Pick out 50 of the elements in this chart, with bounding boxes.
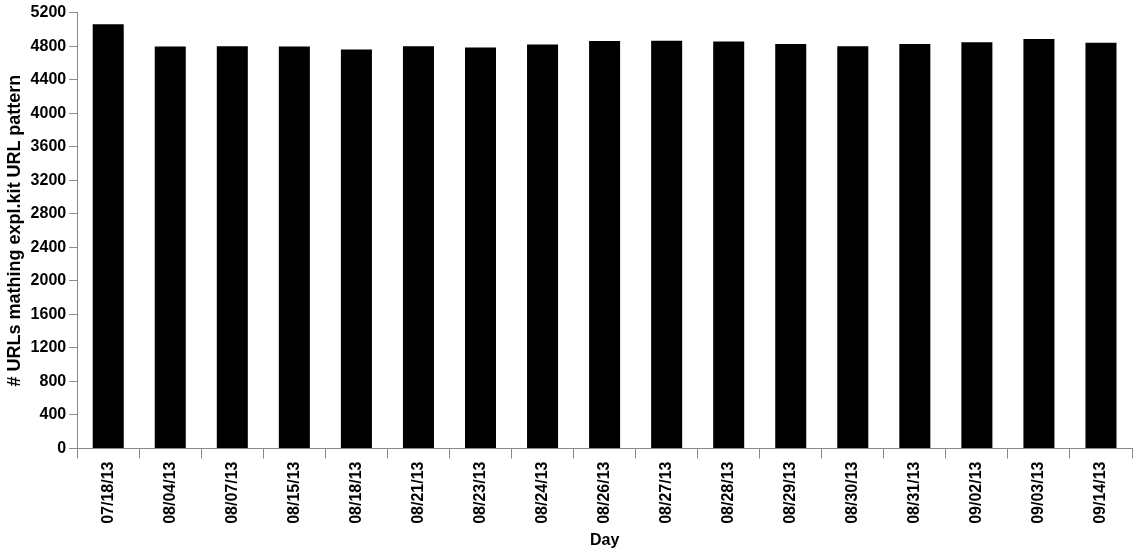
bar	[589, 41, 621, 449]
x-tick-label: 08/27/13	[657, 461, 675, 524]
bar	[651, 40, 683, 449]
x-tick-label: 08/28/13	[719, 461, 737, 524]
x-tick-label: 08/07/13	[222, 461, 240, 524]
y-tick-label: 4400	[30, 70, 67, 88]
y-tick-label: 400	[39, 405, 67, 423]
bar	[899, 44, 931, 449]
bar	[154, 46, 186, 449]
y-tick-label: 2800	[30, 204, 67, 222]
x-axis-title: Day	[589, 530, 620, 548]
y-tick-label: 4000	[30, 103, 67, 121]
bar	[216, 46, 248, 449]
x-tick-label: 08/24/13	[532, 461, 550, 524]
x-tick-label: 09/02/13	[967, 461, 985, 524]
bar	[961, 42, 993, 449]
bar	[837, 46, 869, 449]
bar	[1085, 42, 1117, 449]
y-tick-label: 800	[39, 371, 67, 389]
y-tick-label: 3200	[30, 170, 67, 188]
x-tick-label: 08/18/13	[346, 461, 364, 524]
x-tick-label: 08/15/13	[284, 461, 302, 524]
bar	[464, 47, 497, 449]
bar	[1023, 39, 1055, 449]
x-tick-label: 08/26/13	[595, 461, 612, 524]
bar	[92, 24, 124, 449]
y-tick-label: 4800	[30, 36, 67, 54]
bar	[278, 46, 310, 449]
x-tick-label: 07/18/13	[98, 461, 116, 524]
x-tick-label: 09/03/13	[1029, 461, 1047, 524]
bar	[340, 49, 372, 449]
y-tick-label: 2400	[30, 237, 67, 255]
y-tick-label: 1600	[30, 304, 67, 322]
y-tick-label: 3600	[30, 137, 67, 155]
x-tick-label: 08/23/13	[470, 461, 488, 524]
bar	[527, 44, 559, 449]
bar	[713, 41, 745, 449]
x-tick-label: 08/30/13	[843, 461, 861, 524]
y-tick-label: 2000	[30, 271, 67, 289]
x-tick-label: 08/21/13	[408, 461, 426, 524]
x-tick-label: 08/31/13	[905, 461, 923, 524]
bar	[402, 46, 434, 449]
y-tick-label: 0	[57, 438, 67, 456]
x-tick-label: 09/14/13	[1091, 461, 1109, 524]
bar	[775, 44, 807, 449]
x-tick-label: 08/29/13	[781, 461, 799, 524]
y-tick-label: 5200	[30, 3, 67, 21]
x-tick-label: 08/04/13	[160, 461, 178, 524]
y-axis-title: # URLs mathing expl.kit URL pattern	[3, 74, 24, 387]
y-tick-label: 1200	[30, 338, 67, 356]
